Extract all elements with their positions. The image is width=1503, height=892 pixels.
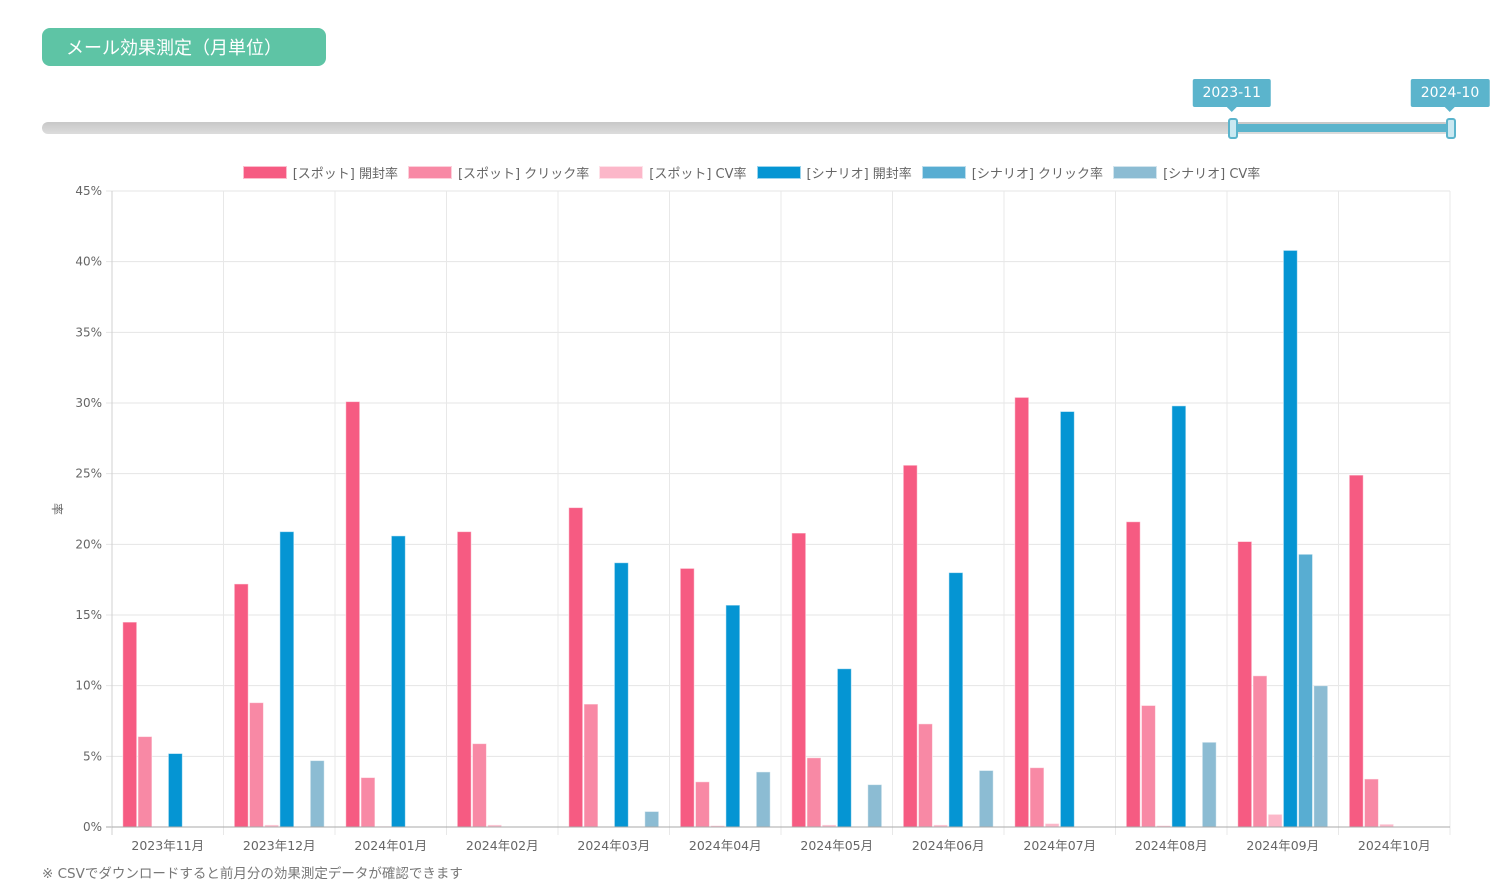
y-tick-label: 0%: [83, 820, 102, 834]
bar-2-5[interactable]: [583, 703, 599, 828]
x-tick-label: 2024年08月: [1135, 838, 1208, 853]
bar-4-3[interactable]: [390, 535, 406, 828]
bar-4-1[interactable]: [167, 753, 183, 828]
legend-item-3[interactable]: [スポット] CV率: [599, 163, 747, 182]
bar-5-11[interactable]: [1298, 553, 1314, 828]
bar-1-1[interactable]: [122, 621, 138, 828]
chart-axes: 0% 5% 10% 15% 20% 25% 30% 35% 40% 45% 率 2023年11月 202…: [50, 184, 1450, 853]
legend-label: [シナリオ] 開封率: [806, 167, 912, 182]
legend-label: [スポット] クリック率: [457, 167, 590, 182]
bar-6-7[interactable]: [867, 784, 883, 828]
bar-1-11[interactable]: [1237, 541, 1253, 828]
y-tick-label: 25%: [75, 467, 102, 481]
bar-4-7[interactable]: [836, 668, 852, 828]
x-tick-label: 2024年02月: [466, 838, 539, 853]
range-end-handle[interactable]: [1446, 118, 1456, 139]
chart-legend: [スポット] 開封率 [スポット] クリック率 [スポット] CV率 [シナリオ] 開…: [0, 163, 1503, 182]
x-tick-label: 2024年07月: [1023, 838, 1096, 853]
page-title: メール効果測定（月単位）: [42, 28, 326, 66]
legend-item-1[interactable]: [スポット] 開封率: [242, 163, 398, 182]
bar-2-12[interactable]: [1363, 778, 1379, 828]
legend-swatch: [407, 166, 452, 179]
bar-2-4[interactable]: [471, 743, 487, 828]
x-tick-label: 2024年04月: [689, 838, 762, 853]
x-tick-label: 2023年12月: [243, 838, 316, 853]
bar-2-11[interactable]: [1252, 675, 1268, 828]
x-tick-label: 2024年03月: [577, 838, 650, 853]
bar-4-5[interactable]: [613, 562, 629, 828]
y-tick-label: 40%: [75, 255, 102, 269]
bar-6-11[interactable]: [1313, 685, 1329, 828]
x-tick-label: 2024年05月: [800, 838, 873, 853]
x-tick-label: 2024年06月: [912, 838, 985, 853]
bar-4-6[interactable]: [725, 604, 741, 828]
date-range-slider-track[interactable]: [42, 122, 1450, 134]
legend-swatch: [599, 166, 644, 179]
bar-4-11[interactable]: [1282, 249, 1298, 828]
bar-1-12[interactable]: [1348, 474, 1364, 828]
bar-2-3[interactable]: [360, 777, 376, 828]
y-tick-label: 35%: [75, 325, 102, 339]
bar-1-6[interactable]: [679, 567, 695, 828]
range-end-label: 2024-10: [1410, 79, 1490, 112]
y-tick-label: 10%: [75, 679, 102, 693]
legend-label: [シナリオ] CV率: [1163, 167, 1261, 182]
legend-swatch: [921, 166, 966, 179]
bar-4-9[interactable]: [1059, 410, 1075, 828]
bar-2-6[interactable]: [694, 781, 710, 828]
bar-3-11[interactable]: [1267, 813, 1283, 828]
y-tick-label: 30%: [75, 396, 102, 410]
legend-item-5[interactable]: [シナリオ] クリック率: [921, 163, 1104, 182]
bar-1-4[interactable]: [456, 531, 472, 828]
legend-swatch: [242, 166, 287, 179]
y-tick-label: 5%: [83, 749, 102, 763]
bar-4-8[interactable]: [948, 572, 964, 828]
legend-item-6[interactable]: [シナリオ] CV率: [1113, 163, 1260, 182]
y-axis-label: 率: [50, 503, 65, 515]
bar-2-8[interactable]: [917, 723, 933, 828]
bar-6-10[interactable]: [1201, 741, 1217, 828]
legend-label: [スポット] CV率: [649, 167, 747, 182]
bar-1-7[interactable]: [791, 532, 807, 828]
bar-4-10[interactable]: [1171, 405, 1187, 828]
chart-grid: [106, 190, 1451, 835]
range-start-label: 2023-11: [1192, 79, 1271, 112]
bar-6-8[interactable]: [978, 769, 994, 828]
chart-bars: [122, 249, 1395, 828]
x-tick-label: 2023年11月: [131, 838, 204, 853]
bar-6-2[interactable]: [309, 760, 325, 828]
legend-swatch: [1113, 166, 1158, 179]
csv-download-note: ※ CSVでダウンロードすると前月分の効果測定データが確認できます: [42, 866, 463, 882]
range-start-handle[interactable]: [1227, 118, 1238, 139]
x-tick-label: 2024年09月: [1246, 838, 1319, 853]
bar-3-9[interactable]: [1044, 822, 1060, 828]
bar-1-8[interactable]: [902, 464, 918, 828]
x-tick-label: 2024年01月: [354, 838, 427, 853]
page-title-text: メール効果測定（月単位）: [66, 38, 282, 59]
bar-6-5[interactable]: [644, 810, 660, 828]
y-tick-label: 20%: [75, 537, 102, 551]
bar-2-1[interactable]: [137, 736, 153, 828]
bar-1-5[interactable]: [568, 507, 584, 828]
bar-4-2[interactable]: [279, 531, 295, 828]
bar-6-6[interactable]: [755, 771, 771, 828]
date-range-selected-bar[interactable]: [1231, 124, 1450, 132]
x-tick-label: 2024年10月: [1358, 838, 1431, 853]
legend-item-4[interactable]: [シナリオ] 開封率: [756, 163, 912, 182]
bar-1-2[interactable]: [233, 583, 249, 828]
legend-item-2[interactable]: [スポット] クリック率: [407, 163, 590, 182]
bar-2-10[interactable]: [1140, 704, 1156, 828]
bar-1-3[interactable]: [345, 401, 361, 828]
bar-2-9[interactable]: [1029, 767, 1045, 828]
y-tick-label: 15%: [75, 608, 102, 622]
bar-2-2[interactable]: [248, 702, 264, 828]
bar-1-10[interactable]: [1125, 521, 1141, 828]
legend-label: [シナリオ] クリック率: [971, 167, 1104, 182]
bar-1-9[interactable]: [1014, 396, 1030, 828]
bar-2-7[interactable]: [806, 757, 822, 828]
legend-swatch: [756, 166, 801, 179]
y-tick-label: 45%: [75, 184, 102, 198]
legend-label: [スポット] 開封率: [292, 167, 398, 182]
